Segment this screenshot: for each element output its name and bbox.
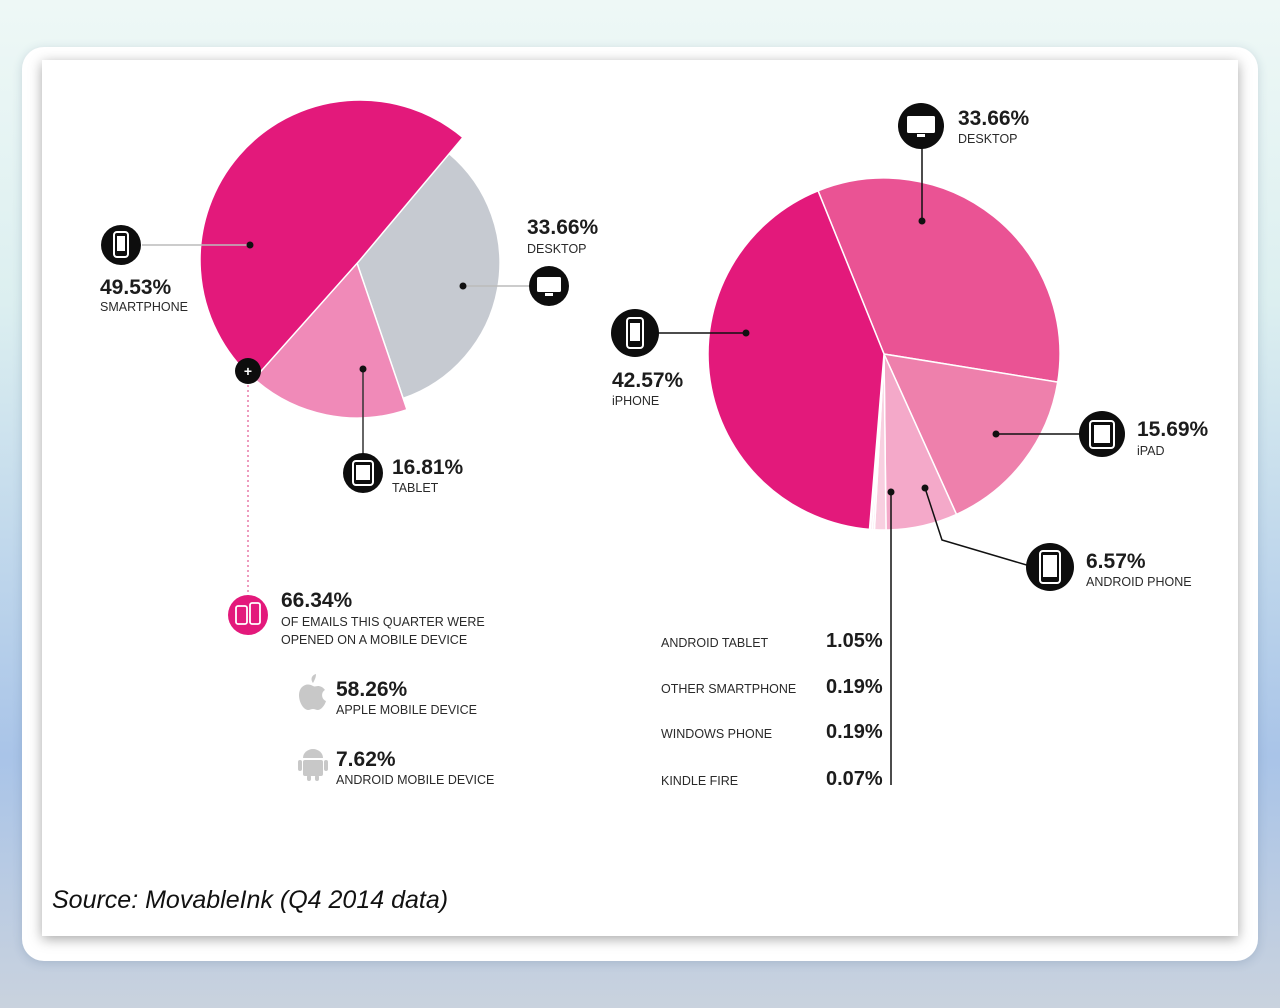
tablet-value: 16.81% [392,456,464,479]
smartphone-slice [199,99,464,381]
android-phone-value: 6.57% [1086,550,1146,573]
kindle-fire-label: KINDLE FIRE [661,774,738,788]
ipad-value: 15.69% [1137,418,1209,441]
plus-icon: + [235,358,261,384]
small-slices-dot [887,488,895,496]
apple-value: 58.26% [336,678,408,701]
windows-phone-label: WINDOWS PHONE [661,727,772,741]
tablet-label: TABLET [392,481,439,495]
desktop-icon [529,266,569,306]
smartphone-value: 49.53% [100,276,172,299]
mobile-summary-line1: OF EMAILS THIS QUARTER WERE [281,615,485,629]
android-value: 7.62% [336,748,396,771]
ipad-slice [882,353,1059,516]
smartphone-label: SMARTPHONE [100,300,188,314]
ipad-label: iPAD [1137,444,1165,458]
android-phone-icon [1026,543,1074,591]
small-slices-list: ANDROID TABLET 1.05% OTHER SMARTPHONE 0.… [661,630,883,790]
left-pie [199,99,501,419]
smartphone-icon [101,225,141,265]
desktop-dot-left [459,282,467,290]
desktop-label-left: DESKTOP [527,242,587,256]
android-phone-label: ANDROID PHONE [1086,575,1192,589]
desktop-value-left: 33.66% [527,216,599,239]
source-caption: Source: MovableInk (Q4 2014 data) [52,886,449,914]
iphone-value: 42.57% [612,369,684,392]
android-tablet-value: 1.05% [826,630,883,652]
desktop-slice [356,152,501,400]
tablet-slice [252,261,408,419]
android-phone-leader [924,487,1031,567]
tablet-icon [343,453,383,493]
windows-phone-value: 0.19% [826,721,883,743]
desktop-value-right: 33.66% [958,107,1030,130]
android-tablet-label: ANDROID TABLET [661,636,769,650]
mobile-devices-icon [228,595,268,635]
ipad-icon [1079,411,1125,457]
ipad-dot [992,430,1000,438]
desktop-icon [898,103,944,149]
desktop-dot-right [918,217,926,225]
mobile-summary-line2: OPENED ON A MOBILE DEVICE [281,633,467,647]
tablet-dot [359,365,367,373]
iphone-dot [742,329,750,337]
svg-text:+: + [244,363,252,379]
iphone-icon [611,309,659,357]
android-label: ANDROID MOBILE DEVICE [336,773,494,787]
other-smartphone-label: OTHER SMARTPHONE [661,682,796,696]
iphone-label: iPHONE [612,394,659,408]
kindle-fire-value: 0.07% [826,768,883,790]
desktop-label-right: DESKTOP [958,132,1018,146]
mobile-summary-value: 66.34% [281,589,353,612]
iphone-slice [707,189,885,531]
smartphone-dot [246,241,254,249]
android-icon [298,749,328,781]
desktop-slice-right [817,177,1061,383]
apple-label: APPLE MOBILE DEVICE [336,703,477,717]
android-phone-dot [921,484,929,492]
apple-icon [299,674,326,710]
right-pie [707,177,1061,531]
other-smartphone-value: 0.19% [826,676,883,698]
